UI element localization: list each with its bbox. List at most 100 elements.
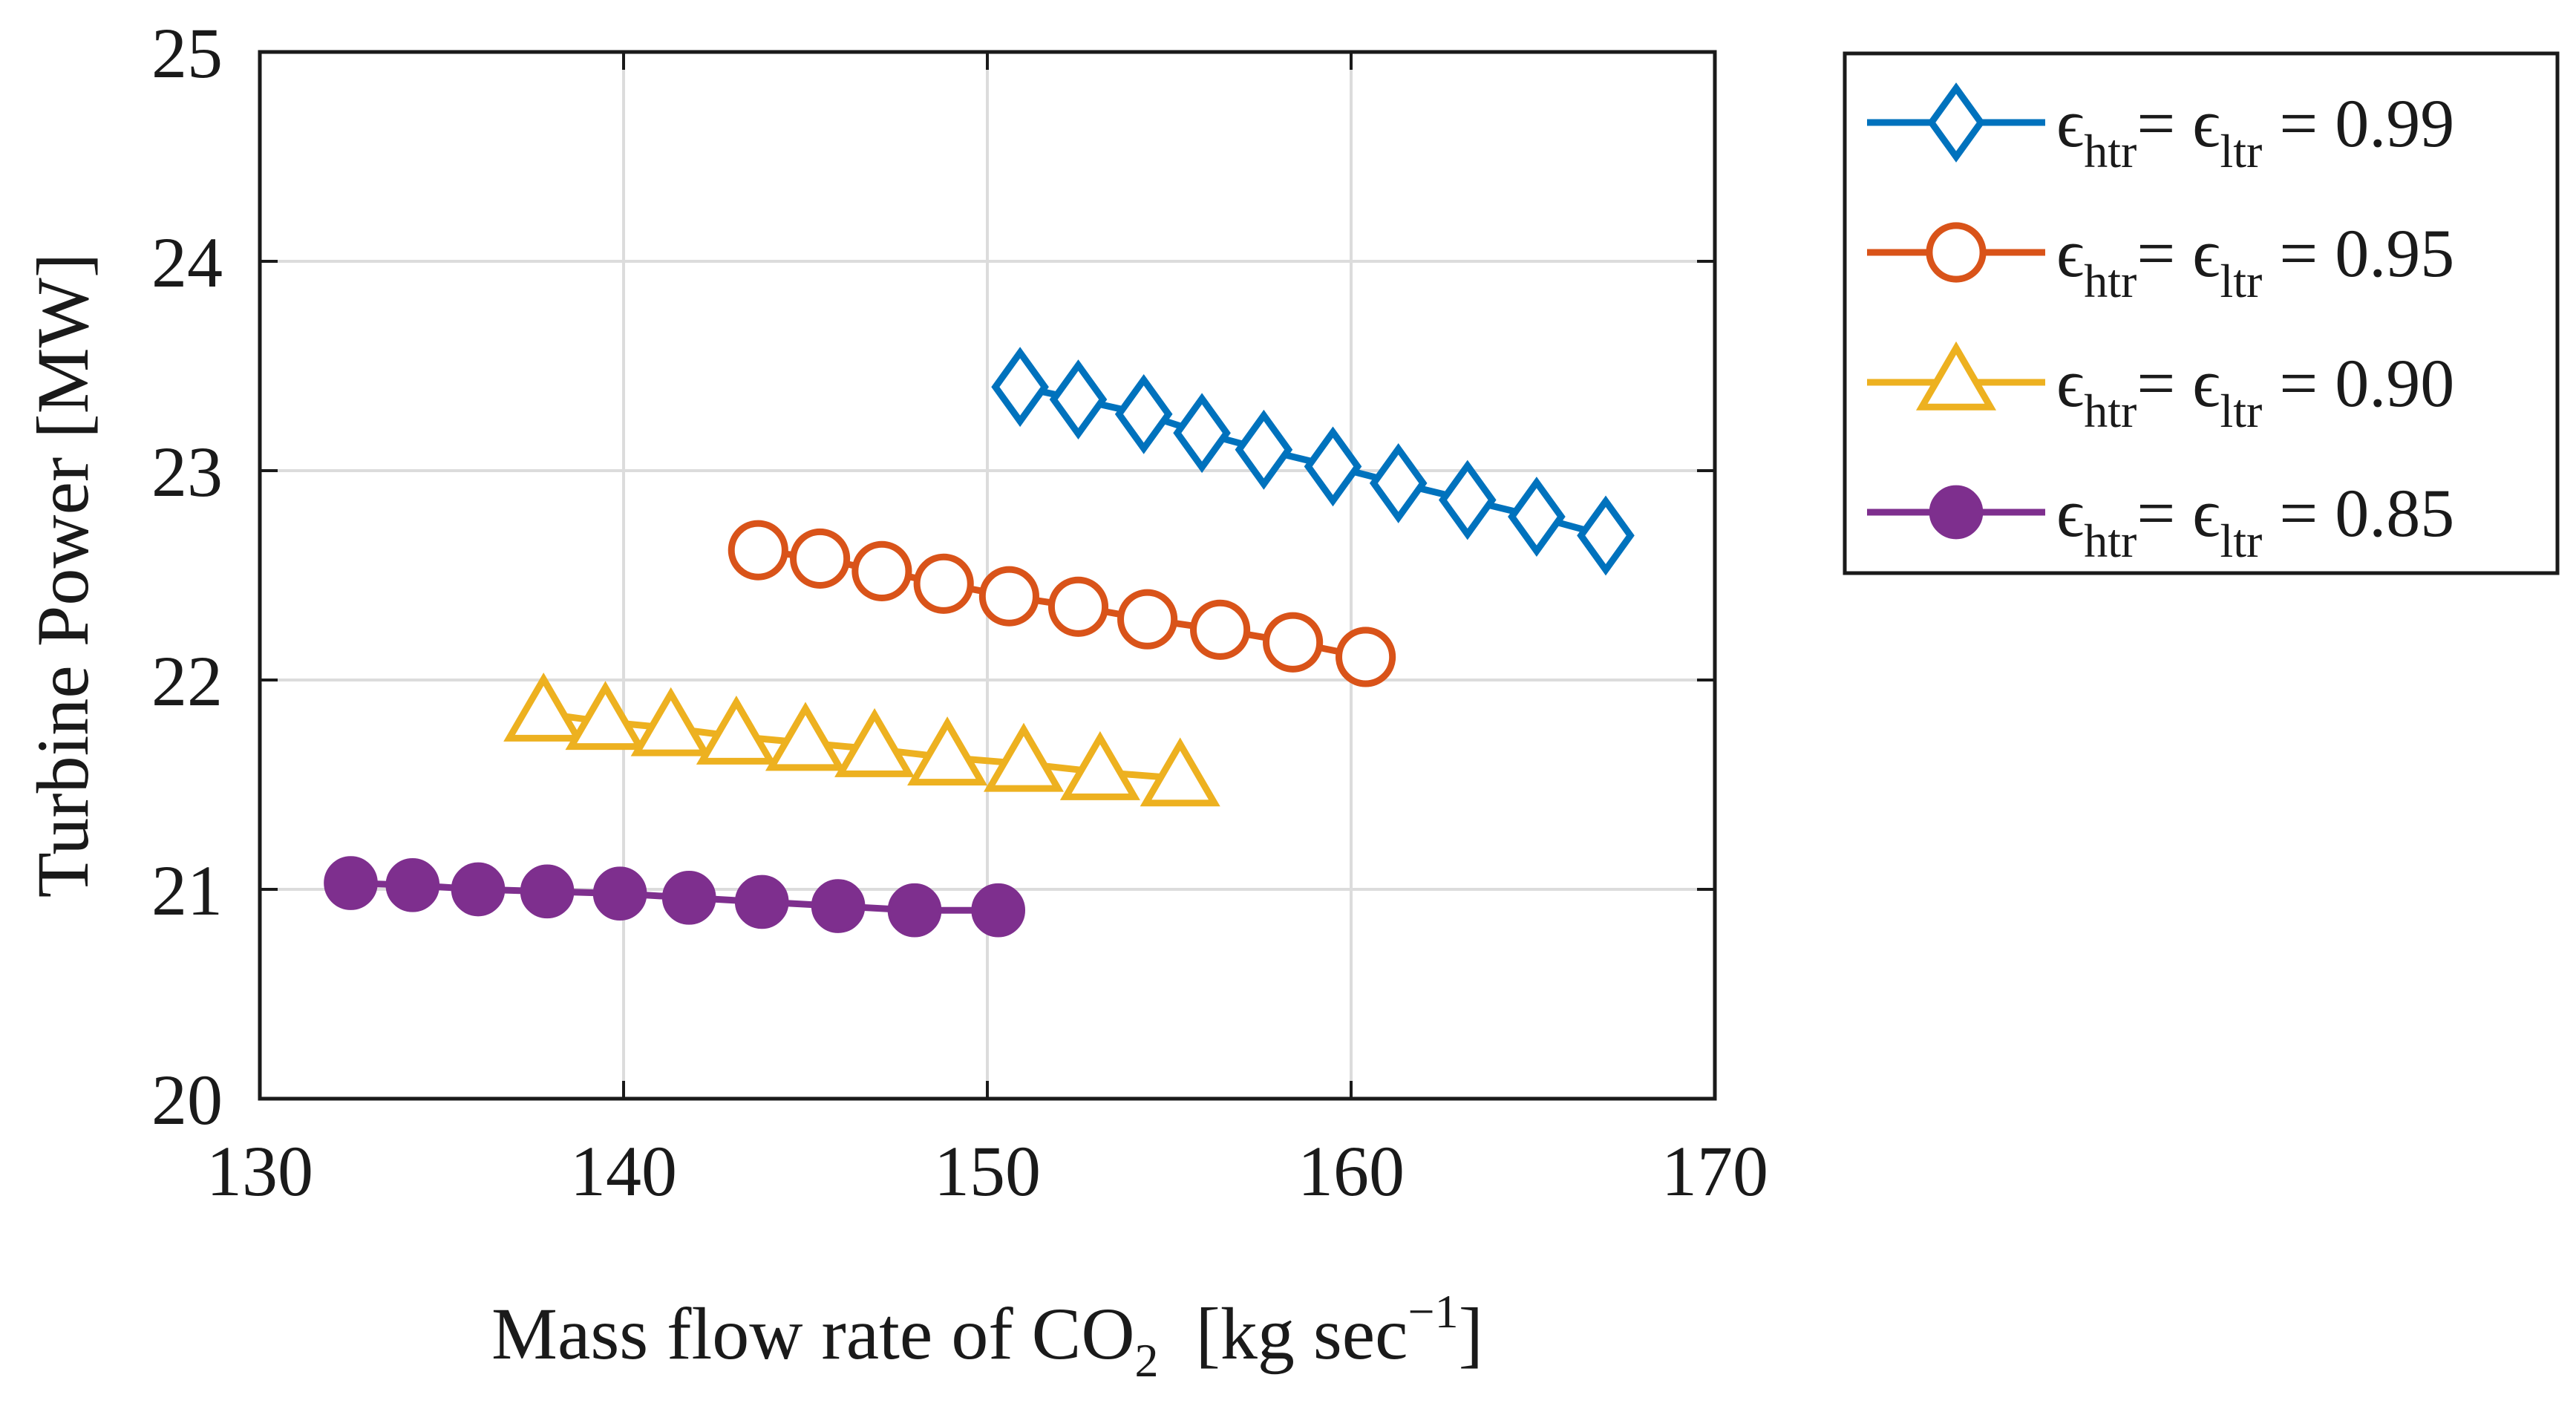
data-point-diamond — [1438, 460, 1497, 540]
x-axis-label-main: Mass flow rate of CO — [491, 1292, 1135, 1375]
legend-label-part: = 0.85 — [2262, 475, 2454, 551]
data-point-triangle — [1915, 341, 1997, 411]
legend-label-part: = 0.99 — [2262, 85, 2454, 161]
data-point-diamond — [1369, 443, 1428, 523]
data-point-triangle — [503, 672, 584, 742]
y-tick-label: 24 — [151, 223, 223, 302]
x-tick-label: 140 — [570, 1131, 677, 1211]
series-3 — [324, 856, 1026, 938]
legend-item: ϵhtr= ϵltr = 0.99 — [1867, 82, 2454, 177]
data-point-triangle — [983, 722, 1065, 792]
legend-label-part: = — [2137, 215, 2192, 291]
y-tick-label: 25 — [151, 13, 223, 93]
legend-label-part: = 0.90 — [2262, 345, 2454, 421]
y-tick-label: 21 — [151, 851, 223, 930]
legend-label-part: ϵ — [2192, 475, 2220, 551]
data-point-dot — [451, 862, 506, 917]
legend-label-part: ϵ — [2056, 85, 2084, 161]
ticks: 130 140 150 160 170 20 21 22 23 24 25 — [151, 13, 1768, 1211]
x-tick-label: 130 — [206, 1131, 313, 1211]
legend-label: ϵhtr= ϵltr = 0.90 — [2056, 345, 2454, 437]
legend-label-part: ϵ — [2056, 345, 2084, 421]
legend-label-part: htr — [2084, 255, 2137, 307]
series-0 — [991, 347, 1635, 576]
data-point-dot — [971, 883, 1026, 938]
x-axis-label-subscript: 2 — [1135, 1334, 1159, 1387]
data-point-circle — [851, 540, 912, 601]
data-point-dot — [734, 875, 789, 929]
legend-label: ϵhtr= ϵltr = 0.85 — [2056, 475, 2454, 567]
legend-label: ϵhtr= ϵltr = 0.95 — [2056, 215, 2454, 307]
legend-label-part: = 0.95 — [2262, 215, 2454, 291]
y-tick-label: 20 — [151, 1060, 223, 1140]
data-point-circle — [1117, 589, 1178, 650]
data-point-dot — [592, 866, 647, 921]
legend-item: ϵhtr= ϵltr = 0.90 — [1867, 341, 2454, 437]
x-tick-label: 150 — [934, 1131, 1041, 1211]
x-tick-label: 160 — [1298, 1131, 1405, 1211]
legend-label-part: htr — [2084, 514, 2137, 567]
data-point-circle — [913, 553, 974, 614]
data-point-triangle — [630, 687, 711, 756]
data-point-triangle — [1140, 737, 1220, 807]
data-point-circle — [1263, 612, 1324, 673]
legend-label-part: = — [2137, 345, 2192, 421]
data-point-triangle — [1059, 730, 1140, 800]
legend-label-part: = — [2137, 475, 2192, 551]
data-point-diamond — [1114, 373, 1173, 454]
x-axis-label: Mass flow rate of CO2 [kg sec−1] — [491, 1285, 1483, 1387]
legend-label-part: ltr — [2220, 125, 2262, 177]
data-point-dot — [520, 864, 575, 919]
series — [324, 347, 1635, 938]
data-point-diamond — [1577, 495, 1635, 576]
y-axis-label: Turbine Power [MW] — [22, 253, 104, 898]
x-tick-label: 170 — [1661, 1131, 1768, 1211]
data-point-dot — [324, 856, 378, 910]
legend-label-part: ltr — [2220, 255, 2262, 307]
data-point-circle — [1926, 222, 1987, 283]
data-point-diamond — [1304, 426, 1362, 507]
data-point-triangle — [834, 707, 915, 777]
legend-label: ϵhtr= ϵltr = 0.99 — [2056, 85, 2454, 177]
series-line — [350, 880, 998, 914]
legend-label-part: ϵ — [2192, 345, 2220, 421]
legend-label-part: ϵ — [2056, 215, 2084, 291]
data-point-circle — [1047, 576, 1109, 637]
data-point-diamond — [991, 347, 1049, 428]
data-point-triangle — [907, 716, 988, 786]
legend-item: ϵhtr= ϵltr = 0.95 — [1867, 215, 2454, 307]
data-point-dot — [887, 883, 942, 938]
y-tick-label: 23 — [151, 432, 223, 511]
data-point-dot — [385, 858, 440, 912]
legend-label-part: ϵ — [2192, 215, 2220, 291]
legend-label-part: htr — [2084, 385, 2137, 437]
x-axis-label-unit-sup: −1 — [1408, 1285, 1459, 1338]
data-point-diamond — [1235, 409, 1293, 490]
series-1 — [728, 520, 1396, 687]
data-point-triangle — [696, 695, 777, 765]
data-point-circle — [728, 520, 788, 581]
series-line — [543, 710, 1181, 782]
data-point-circle — [978, 566, 1039, 627]
data-point-circle — [790, 528, 851, 589]
data-point-dot — [661, 870, 716, 925]
data-point-dot — [811, 879, 866, 933]
series-line — [1019, 383, 1607, 539]
data-point-triangle — [765, 702, 846, 771]
legend-label-part: ltr — [2220, 514, 2262, 567]
series-line — [757, 546, 1367, 661]
data-point-circle — [1190, 599, 1251, 660]
data-point-diamond — [1173, 393, 1231, 474]
data-point-diamond — [1049, 359, 1108, 440]
data-point-diamond — [1927, 82, 1985, 163]
y-tick-label: 22 — [151, 641, 223, 721]
x-axis-label-unit-close: ] — [1459, 1292, 1483, 1375]
legend-label-part: htr — [2084, 125, 2137, 177]
legend-label-part: ltr — [2220, 385, 2262, 437]
legend-label-part: ϵ — [2056, 475, 2084, 551]
series-2 — [503, 672, 1220, 807]
